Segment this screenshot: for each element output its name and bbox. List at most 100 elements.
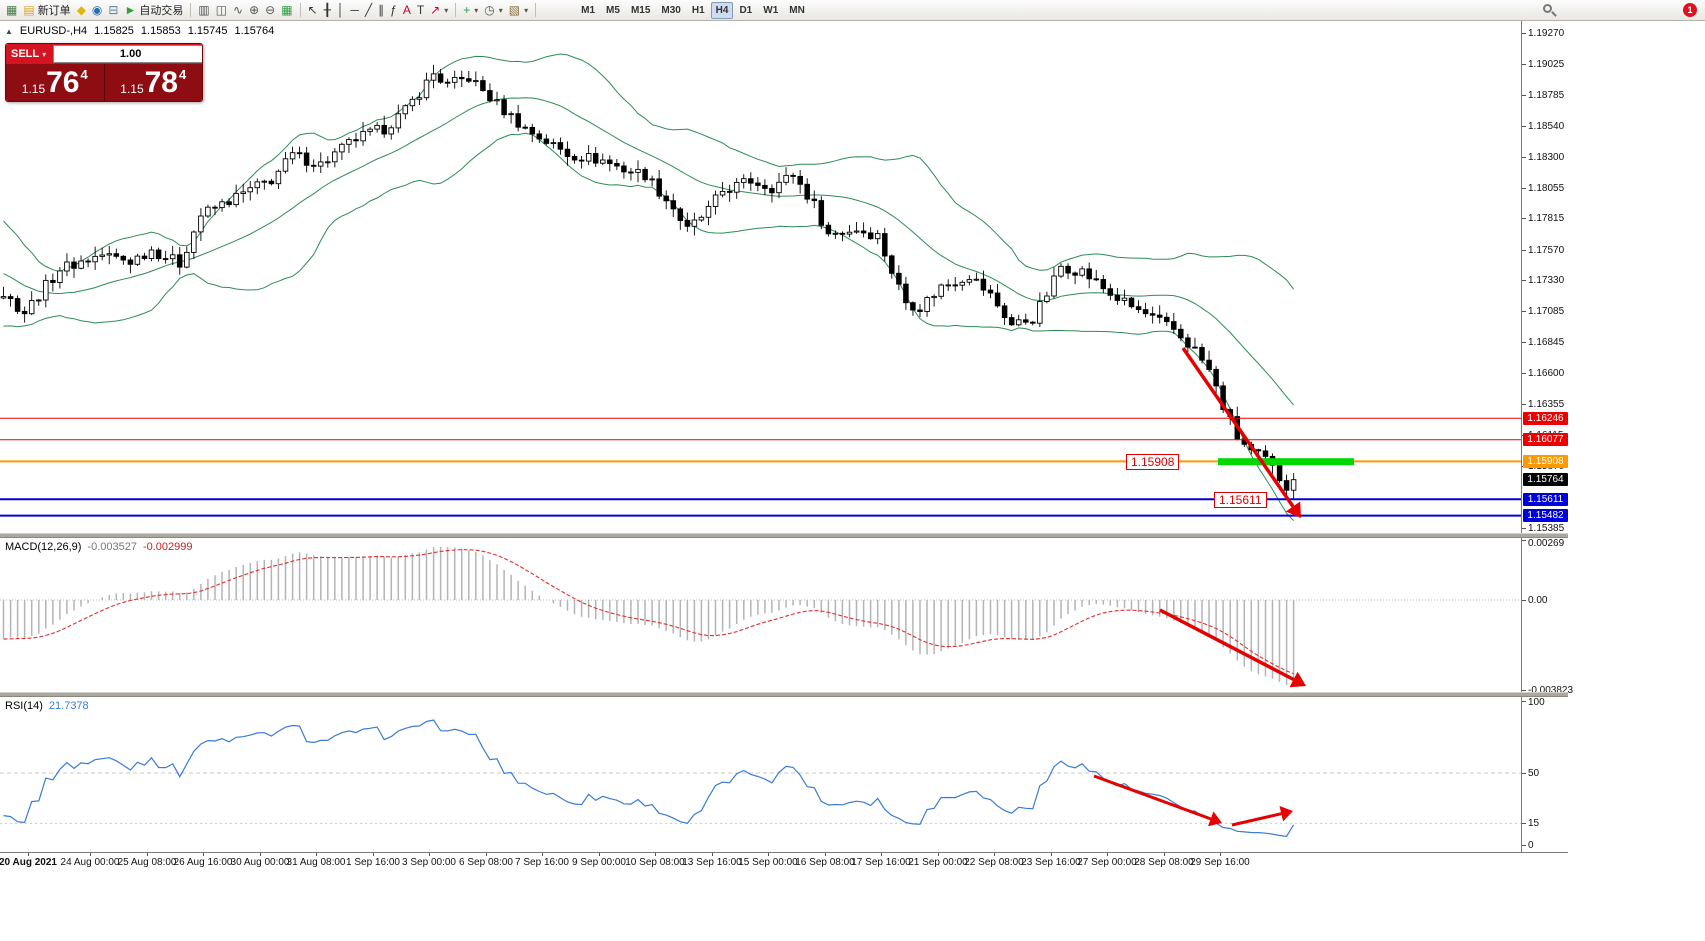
toolbar-zoom-out-icon[interactable]: ⊖ [262,1,278,19]
rsi-axis-tick [1522,823,1526,824]
trendline-icon: ╱ [364,3,373,17]
panel-splitter[interactable] [0,692,1568,697]
timeframe-m15-button[interactable]: M15 [630,4,651,16]
trend-arrow[interactable] [1159,608,1306,688]
rsi-axis-tick [1522,773,1526,774]
trend-arrow[interactable] [1231,806,1293,827]
notification-badge[interactable]: 1 [1683,3,1697,17]
time-axis-tick [486,853,487,856]
support-zone-highlight[interactable] [1218,458,1354,466]
price-callout[interactable]: 1.15908 [1126,454,1180,470]
macd-label: MACD(12,26,9) -0.003527 -0.002999 [5,541,193,553]
toolbar-periods-icon[interactable]: ◷ [481,1,506,19]
toolbar-autotrading-button[interactable]: ► 自动交易 [121,1,186,19]
toolbar-vertical-line-icon[interactable]: │ [334,1,348,19]
bar-chart-icon: ▥ [198,3,210,17]
price-axis[interactable]: 1.19270 1.19025 1.18785 1.18540 1.18300 1.180… [1521,21,1568,534]
rsi-panel[interactable]: RSI(14) 21.7378 100 50 15 0 [0,697,1568,852]
timeframe-h1-button[interactable]: H1 [691,4,705,16]
macd-canvas[interactable] [0,538,1521,692]
toolbar-candle-chart-icon[interactable]: ◫ [213,1,230,19]
volume-field[interactable] [53,45,202,63]
toolbar-crosshair-icon[interactable]: ╂ [321,1,334,19]
toolbar-indicators-icon[interactable]: + [460,1,481,19]
toolbar-zoom-in-icon[interactable]: ⊕ [246,1,262,19]
toolbar-line-chart-icon[interactable]: ∿ [230,1,246,19]
buy-price[interactable]: 1.15 78 4 [105,64,203,101]
one-click-trading-widget: SELL BUY 1.15 76 [5,43,203,102]
timeframe-w1-button[interactable]: W1 [763,4,779,16]
toolbar-templates-icon[interactable]: ▧ [506,1,531,19]
toolbar-arrows-icon[interactable]: ↗ [427,1,451,19]
price-callout[interactable]: 1.15611 [1214,492,1267,508]
search-icon[interactable] [1543,4,1557,18]
sell-button[interactable]: SELL [6,44,51,64]
rsi-axis-tick [1522,845,1526,846]
time-axis[interactable]: 20 Aug 2021 24 Aug 00:00 25 Aug 08:00 26 Au… [0,852,1568,869]
sell-dropdown-caret-icon[interactable] [41,48,46,60]
time-axis-tick [825,853,826,856]
toolbar-fibonacci-icon[interactable]: ƒ [387,1,400,19]
bb-middle-band [3,97,1294,406]
rsi-line [3,719,1295,837]
toolbar-separator [455,3,457,17]
main-chart-panel[interactable]: ▲ EURUSD-,H4 1.15825 1.15853 1.15745 1.1… [0,21,1521,533]
toolbar-print-icon[interactable]: ⊟ [105,1,121,19]
time-axis-label: 17 Sep 16:00 [851,857,911,868]
price-axis-label: 1.18300 [1528,152,1565,163]
volume-input[interactable] [54,46,202,62]
time-axis-label: 15 Sep 00:00 [738,857,798,868]
timeframe-m1-button[interactable]: M1 [581,4,596,16]
rsi-axis-label: 100 [1528,697,1545,708]
toolbar-separator [190,3,192,17]
timeframe-d1-button[interactable]: D1 [739,4,753,16]
timeframe-m30-button[interactable]: M30 [661,4,681,16]
time-axis-tick [429,853,430,856]
macd-panel[interactable]: MACD(12,26,9) -0.003527 -0.002999 0.0026… [0,538,1573,696]
toolbar-new-chart-icon[interactable]: ▦ [3,1,20,19]
price-axis-label: 1.17815 [1528,213,1565,224]
toolbar-tile-windows-icon[interactable]: ▦ [278,1,295,19]
toolbar-horizontal-line-icon[interactable]: ─ [347,1,362,19]
sell-price[interactable]: 1.15 76 4 [6,64,104,101]
price-chart-canvas[interactable] [0,21,1521,533]
indicators-icon: + [463,3,471,17]
macd-axis[interactable]: 0.00269 0.00 -0.003823 [1521,538,1573,696]
timeframe-m5-button[interactable]: M5 [606,4,620,16]
metaeditor-icon: ◆ [76,3,86,17]
macd-signal-line [3,549,1294,675]
toolbar-bar-chart-icon[interactable]: ▥ [195,1,212,19]
one-click-top-row: SELL BUY [6,44,202,64]
price-level-badge: 1.15908 [1523,455,1568,468]
panel-splitter[interactable] [0,533,1568,538]
time-axis-tick [655,853,656,856]
timeframe-h4-button[interactable]: H4 [710,1,734,19]
toolbar-cursor-icon[interactable]: ↖ [305,1,321,19]
one-click-collapse-icon[interactable]: ▲ [5,26,13,36]
rsi-canvas[interactable] [0,697,1521,852]
time-axis-tick [1164,853,1165,856]
symbol-period-label: EURUSD-,H4 [19,25,88,37]
time-axis-label: 7 Sep 16:00 [515,857,569,868]
price-axis-label: 1.17570 [1528,245,1565,256]
toolbar-text-icon[interactable]: A [400,1,414,19]
rsi-axis[interactable]: 100 50 15 0 [1521,697,1568,852]
time-axis-tick [768,853,769,856]
toolbar-channel-icon[interactable]: ∥ [375,1,387,19]
one-click-prices: 1.15 76 4 1.15 78 4 [6,64,202,101]
price-axis-tick [1522,95,1526,96]
tile-windows-icon: ▦ [281,3,293,17]
toolbar-trendline-icon[interactable]: ╱ [362,1,375,19]
time-axis-label: 3 Sep 00:00 [402,857,456,868]
toolbar-metaeditor-icon[interactable]: ◆ [74,1,89,19]
open-value: 1.15825 [94,25,134,37]
rsi-axis-tick [1522,701,1526,702]
toolbar-text-label-icon[interactable]: T [414,1,427,19]
macd-signal-value: -0.002999 [142,541,193,553]
toolbar-community-icon[interactable]: ◉ [89,1,105,19]
price-axis-tick [1522,280,1526,281]
trend-arrow[interactable] [1181,347,1301,518]
timeframe-mn-button[interactable]: MN [789,4,805,16]
toolbar-new-order-button[interactable]: ▤ 新订单 [20,1,73,19]
trend-arrow[interactable] [1093,774,1222,827]
